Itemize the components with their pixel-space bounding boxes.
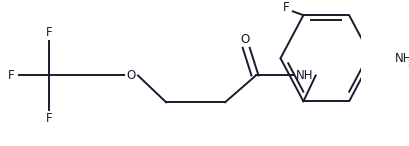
Text: O: O bbox=[126, 69, 135, 82]
Text: F: F bbox=[8, 69, 15, 82]
Text: F: F bbox=[46, 112, 52, 125]
Text: NH: NH bbox=[395, 52, 409, 65]
Text: F: F bbox=[283, 1, 289, 14]
Text: 2: 2 bbox=[407, 59, 409, 68]
Text: O: O bbox=[240, 33, 250, 46]
Text: NH: NH bbox=[296, 69, 313, 82]
Text: F: F bbox=[46, 26, 52, 39]
